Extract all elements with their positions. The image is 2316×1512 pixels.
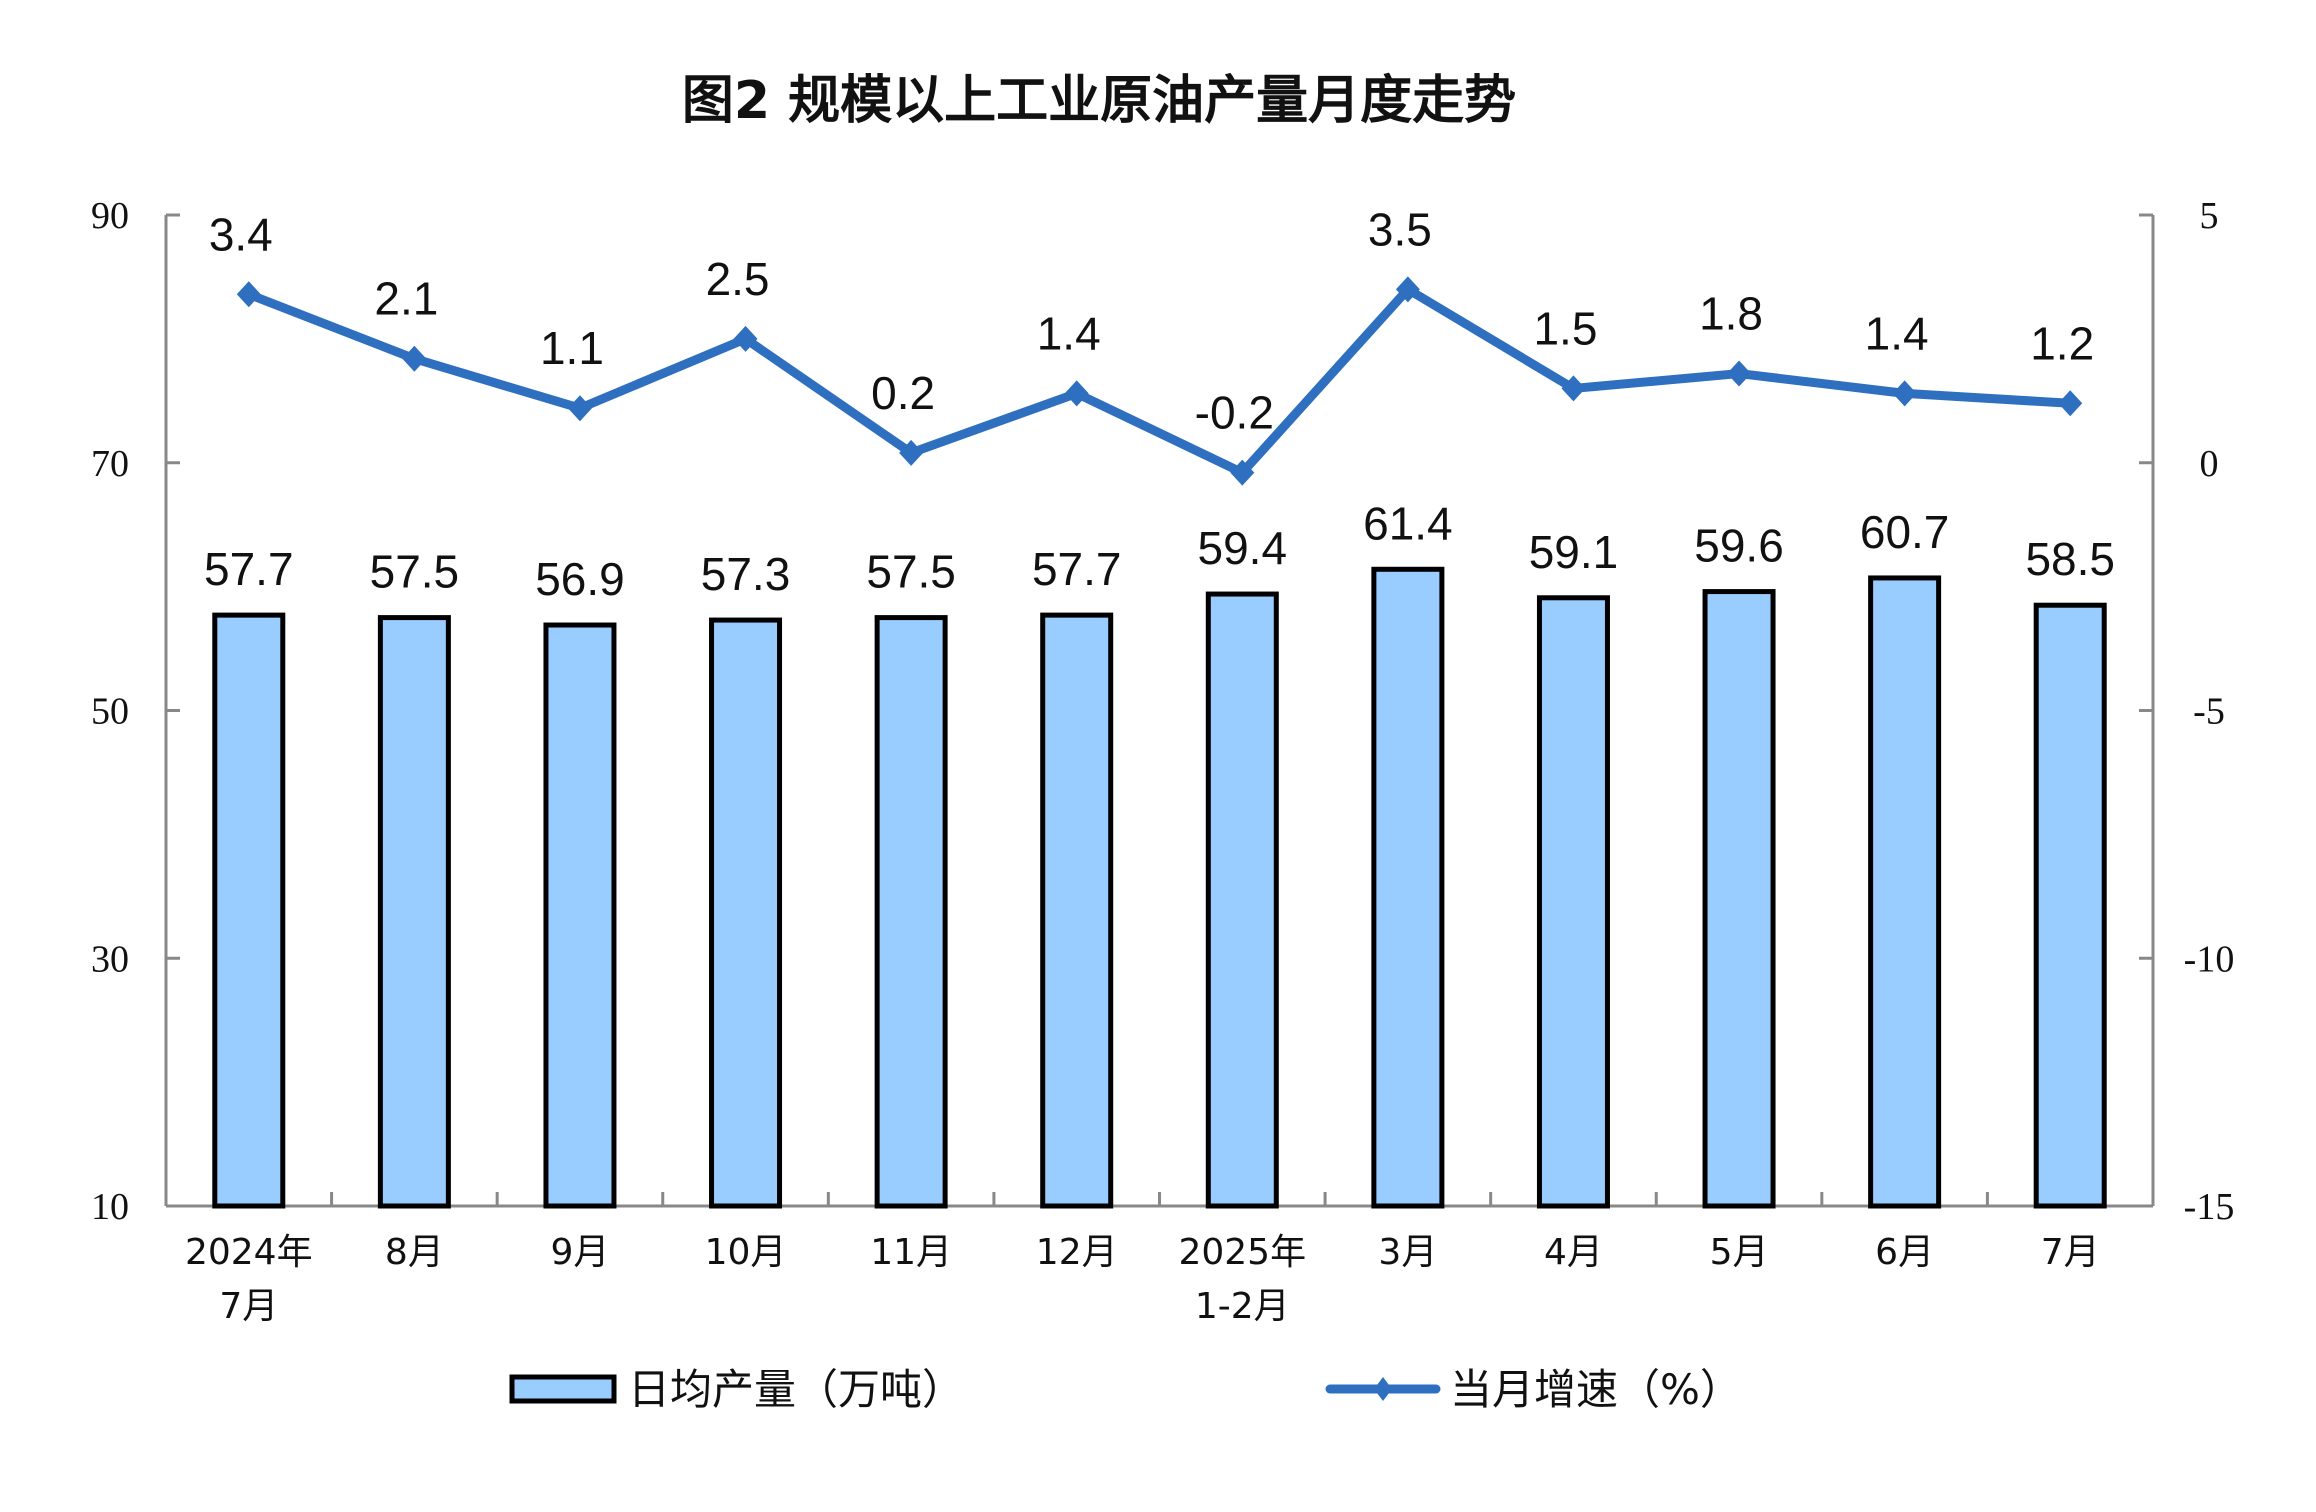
line-point [236, 281, 261, 308]
left-tick-label: 30 [91, 938, 129, 980]
line-point [567, 395, 592, 422]
line-point [1230, 459, 1255, 486]
bar [1205, 591, 1279, 1209]
line-value-label: 0.2 [871, 367, 935, 419]
bar-value-label: 60.7 [1860, 506, 1950, 558]
bar [377, 615, 451, 1209]
bar-value-label: 57.5 [866, 546, 956, 598]
line-value-label: 1.4 [1037, 307, 1101, 359]
line-value-label: 1.1 [540, 322, 604, 374]
left-tick-label: 90 [91, 195, 129, 237]
bar-value-label: 61.4 [1363, 497, 1453, 549]
bar-value-label: 57.3 [701, 548, 791, 600]
left-tick-label: 50 [91, 691, 129, 733]
line-point [899, 439, 924, 466]
line-value-label: 2.1 [374, 273, 438, 325]
line-value-label: 1.4 [1865, 307, 1929, 359]
legend: 日均产量（万吨） 当月增速（%） [509, 1365, 1742, 1414]
right-tick-label: -15 [2184, 1186, 2235, 1228]
line-value-label: 2.5 [706, 253, 770, 305]
right-tick-label: 0 [2200, 443, 2219, 485]
x-tick-label: 11月 [870, 1232, 952, 1273]
bar [1536, 595, 1610, 1209]
line-point [1561, 375, 1586, 402]
line-value-label: 3.4 [209, 208, 273, 260]
legend-label-bar: 日均产量（万吨） [628, 1365, 964, 1414]
bar [1371, 566, 1445, 1209]
x-tick-label: 10月 [705, 1232, 787, 1273]
line-point [1064, 380, 1089, 407]
line-point [733, 325, 758, 352]
line-value-label: -0.2 [1195, 387, 1274, 439]
bar [543, 622, 617, 1209]
x-tick-label: 3月 [1378, 1232, 1437, 1273]
line-value-label: 3.5 [1368, 203, 1432, 255]
left-tick-label: 10 [91, 1186, 129, 1228]
right-tick-label: 5 [2200, 195, 2219, 237]
x-tick-label: 1-2月 [1195, 1286, 1290, 1327]
bar [1868, 575, 1942, 1209]
bar-value-label: 57.7 [204, 543, 294, 595]
x-tick-label: 4月 [1544, 1232, 1603, 1273]
bar [874, 615, 948, 1209]
line-point [1892, 380, 1917, 407]
bar-value-label: 58.5 [2025, 533, 2115, 585]
line-point [1395, 276, 1420, 303]
x-tick-label: 9月 [551, 1232, 610, 1273]
x-tick-label: 7月 [2041, 1232, 2100, 1273]
bar-value-label: 56.9 [535, 553, 625, 605]
legend-swatch-bar [509, 1374, 617, 1404]
growth-line [247, 284, 2071, 478]
bar-value-label: 59.4 [1198, 522, 1288, 574]
x-tick-label: 6月 [1875, 1232, 1934, 1273]
x-tick-label: 8月 [385, 1232, 444, 1273]
right-tick-label: -10 [2184, 938, 2235, 980]
bar-value-label: 59.6 [1694, 520, 1784, 572]
bar [212, 612, 286, 1209]
legend-label-line: 当月增速（%） [1450, 1365, 1742, 1414]
bar-value-label: 59.1 [1529, 526, 1619, 578]
line-value-label: 1.5 [1533, 302, 1597, 354]
x-tick-label: 2024年 [185, 1232, 313, 1273]
x-tick-label: 5月 [1710, 1232, 1769, 1273]
bar-value-label: 57.5 [370, 546, 460, 598]
left-tick-label: 70 [91, 443, 129, 485]
bar [1040, 612, 1114, 1209]
x-tick-label: 7月 [219, 1286, 278, 1327]
bar [1702, 589, 1776, 1209]
x-tick-label: 2025年 [1178, 1232, 1306, 1273]
line-point [1727, 360, 1752, 387]
bar-value-label: 57.7 [1032, 543, 1122, 595]
line-point [2058, 390, 2083, 417]
right-tick-label: -5 [2193, 691, 2225, 733]
line-point [402, 345, 427, 372]
line-value-label: 1.2 [2030, 317, 2094, 369]
bar [2033, 602, 2107, 1209]
x-tick-label: 12月 [1036, 1232, 1118, 1273]
line-value-label: 1.8 [1699, 288, 1763, 340]
legend-marker [1374, 1377, 1392, 1401]
chart-title: 图2 规模以上工业原油产量月度走势 [682, 71, 1516, 131]
bar [709, 617, 783, 1209]
